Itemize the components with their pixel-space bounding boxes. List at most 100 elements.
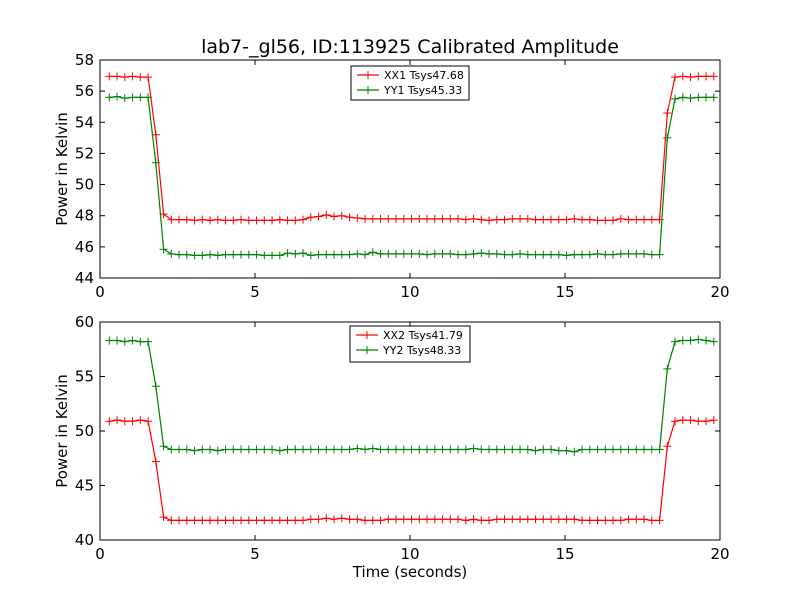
top-data-point <box>663 133 672 142</box>
bottom-data-point <box>430 445 439 454</box>
top-data-point <box>299 249 308 258</box>
top-data-point <box>283 216 292 225</box>
bottom-data-point <box>446 515 455 524</box>
bottom-data-point <box>539 445 548 454</box>
bottom-data-point <box>609 516 618 525</box>
top-y-tick-label: 50 <box>75 176 94 194</box>
top-data-point <box>330 250 339 259</box>
top-data-point <box>136 73 145 82</box>
top-data-point <box>616 214 625 223</box>
top-data-point <box>562 215 571 224</box>
top-plot: 0 5 10 15 20 44 46 48 50 52 54 56 58 Power in Kelvin… <box>53 51 730 301</box>
top-data-point <box>330 212 339 221</box>
bottom-y-tick-label: 60 <box>75 313 94 331</box>
top-data-point <box>469 249 478 258</box>
top-data-point <box>392 214 401 223</box>
top-data-point <box>593 249 602 258</box>
top-data-point <box>570 250 579 259</box>
top-data-point <box>314 250 323 259</box>
bottom-data-point <box>469 515 478 524</box>
top-legend-label: YY1 Tsys45.33 <box>383 84 462 97</box>
top-data-point <box>345 250 354 259</box>
top-data-point <box>268 216 277 225</box>
bottom-data-point <box>702 417 711 426</box>
bottom-data-point <box>492 515 501 524</box>
top-data-point <box>686 94 695 103</box>
top-x-tick-label: 20 <box>710 283 729 301</box>
bottom-data-point <box>314 445 323 454</box>
top-data-point <box>500 250 509 259</box>
bottom-data-point <box>283 516 292 525</box>
top-data-point <box>113 72 122 81</box>
top-data-point <box>461 215 470 224</box>
top-data-point <box>345 213 354 222</box>
bottom-data-point <box>368 516 377 525</box>
bottom-x-tick-label: 15 <box>555 545 574 563</box>
top-data-point <box>244 250 253 259</box>
bottom-data-point <box>322 514 331 523</box>
bottom-data-point <box>376 445 385 454</box>
bottom-data-point <box>368 444 377 453</box>
top-data-point <box>647 250 656 259</box>
top-data-point <box>128 93 137 102</box>
top-y-tick-label: 44 <box>75 269 94 287</box>
bottom-data-point <box>407 445 416 454</box>
bottom-data-point <box>508 515 517 524</box>
bottom-data-point <box>167 516 176 525</box>
bottom-data-point <box>578 445 587 454</box>
bottom-data-point <box>330 515 339 524</box>
bottom-data-point <box>182 516 191 525</box>
top-legend-marker <box>364 71 372 79</box>
top-data-point <box>686 73 695 82</box>
top-data-point <box>198 251 207 260</box>
top-data-point <box>361 250 370 259</box>
top-data-point <box>299 215 308 224</box>
top-data-point <box>415 214 424 223</box>
bottom-data-point <box>438 445 447 454</box>
top-legend-box <box>350 65 470 101</box>
top-data-point <box>167 249 176 258</box>
bottom-data-point <box>686 336 695 345</box>
top-data-point <box>508 250 517 259</box>
top-y-tick-label: 56 <box>75 82 94 100</box>
bottom-data-point <box>353 515 362 524</box>
chart-title: lab7-_gl56, ID:113925 Calibrated Amplitu… <box>201 36 619 58</box>
top-data-point <box>306 251 315 260</box>
top-data-point <box>384 214 393 223</box>
bottom-data-point <box>616 445 625 454</box>
top-data-point <box>260 216 269 225</box>
bottom-data-point <box>671 337 680 346</box>
bottom-data-point <box>477 516 486 525</box>
top-data-point <box>105 93 114 102</box>
top-data-point <box>213 251 222 260</box>
bottom-data-point <box>671 417 680 426</box>
top-data-point <box>485 249 494 258</box>
bottom-y-tick-label: 50 <box>75 422 94 440</box>
top-data-point <box>392 249 401 258</box>
bottom-data-point <box>461 445 470 454</box>
top-data-point <box>415 249 424 258</box>
top-data-point <box>593 216 602 225</box>
bottom-data-point <box>291 516 300 525</box>
bottom-data-point <box>213 516 222 525</box>
bottom-data-point <box>260 445 269 454</box>
bottom-data-point <box>516 515 525 524</box>
top-data-point <box>585 250 594 259</box>
top-x-tick-label: 15 <box>555 283 574 301</box>
bottom-data-point <box>492 445 501 454</box>
top-data-point <box>151 130 160 139</box>
bottom-y-tick-label: 40 <box>75 531 94 549</box>
bottom-data-point <box>539 515 548 524</box>
top-data-point <box>229 250 238 259</box>
bottom-data-point <box>299 445 308 454</box>
bottom-x-tick-label: 10 <box>400 545 419 563</box>
top-data-point <box>632 215 641 224</box>
bottom-data-point <box>709 337 718 346</box>
top-data-point <box>384 249 393 258</box>
top-data-point <box>438 214 447 223</box>
top-data-point <box>206 250 215 259</box>
top-data-point <box>175 250 184 259</box>
bottom-data-point <box>159 442 168 451</box>
bottom-data-point <box>244 445 253 454</box>
bottom-data-point <box>562 515 571 524</box>
